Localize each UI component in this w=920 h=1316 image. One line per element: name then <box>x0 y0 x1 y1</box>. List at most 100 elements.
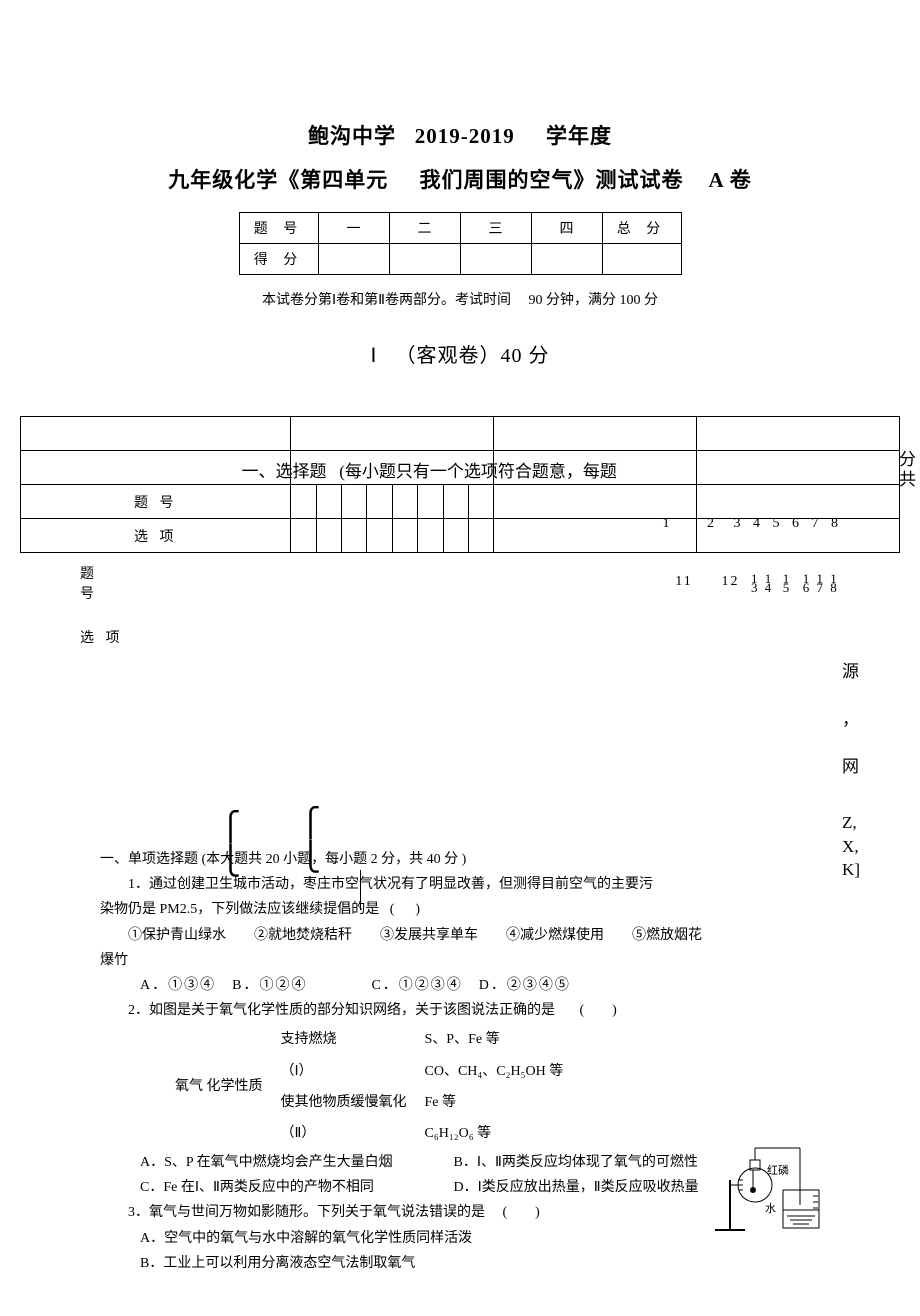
page-title-line1: 鲍沟中学 2019-2019 学年度 <box>100 120 820 150</box>
qtable-n7 <box>443 485 468 519</box>
brace-icon-1: ⎧⎩ <box>220 810 241 878</box>
q2-r1b: S、P、Fe 等 <box>417 1025 572 1054</box>
qtable-x3 <box>342 519 367 553</box>
q2-optB: B．Ⅰ、Ⅱ两类反应均体现了氧气的可燃性 <box>454 1155 698 1170</box>
score-table-value-row: 得 分 <box>239 244 681 275</box>
side-1: ， <box>842 696 860 744</box>
score-table: 题 号 一 二 三 四 总 分 得 分 <box>239 212 682 275</box>
title-school: 鲍沟中学 <box>308 124 396 148</box>
vertical-line-icon <box>360 870 361 910</box>
qtable-h2-e2 <box>697 451 900 485</box>
qn-5: 5 <box>768 516 784 532</box>
qtable-header-cell <box>291 417 494 451</box>
q1-line2: 染物仍是 PM2.5，下列做法应该继续提倡的是 ( ) <box>100 897 820 922</box>
q2-r2a: （Ⅰ） <box>273 1057 415 1086</box>
qtable-n3 <box>342 485 367 519</box>
q2-r4b: C₆H₁₂O₆ 等 <box>417 1119 572 1148</box>
q1-text2: 染物仍是 PM2.5，下列做法应该继续提倡的是 <box>100 902 379 917</box>
side-5: K] <box>842 858 860 882</box>
side-text: 源 ， 网 Z, X, K] <box>842 648 860 882</box>
xuanxiang-2: 选 项 <box>80 627 138 647</box>
side-4: X, <box>842 835 860 859</box>
choice-header: 一、选择题 (每小题只有一个选项符合题意，每题 <box>241 457 616 482</box>
qtable-n4 <box>367 485 392 519</box>
q2-r2b: CO、CH₄、C₂H₅OH 等 <box>417 1057 572 1086</box>
q2-text-span: 2．如图是关于氧气化学性质的部分知识网络，关于该图说法正确的是 <box>128 1003 555 1018</box>
q2-optA: A．S、P 在氧气中燃烧均会产生大量白烟 <box>140 1150 450 1175</box>
qn-7: 7 <box>807 516 823 532</box>
qn2-e: 1 1 1 6 7 8 <box>803 574 839 592</box>
q2-knowledge-table: 氧气 化学性质 支持燃烧 S、P、Fe 等 （Ⅰ） CO、CH₄、C₂H₅OH … <box>165 1023 573 1150</box>
qn-4: 4 <box>749 516 765 532</box>
score-v1 <box>318 244 389 275</box>
qtable-x5 <box>392 519 417 553</box>
section-head: 一、单项选择题 (本大题共 20 小题，每小题 2 分，共 40 分 ) <box>100 847 820 872</box>
qtable-row-xuanxiang: 选 项 <box>21 519 291 553</box>
qtable-x4 <box>367 519 392 553</box>
title-year: 2019-2019 <box>415 124 515 148</box>
section-1-title: Ⅰ （客观卷）40 分 <box>100 339 820 368</box>
title-paper: A 卷 <box>708 168 751 192</box>
qtable-x7 <box>443 519 468 553</box>
qn-2: 2 <box>696 516 726 532</box>
answer-block-2: 题 号 11 12 1 1 3 4 1 5 1 1 1 6 7 8 选 项 <box>80 563 820 647</box>
qtable-h-e1 <box>494 417 697 451</box>
q2-text: 2．如图是关于氧气化学性质的部分知识网络，关于该图说法正确的是 ( ) <box>100 998 820 1023</box>
qn2-b: 12 <box>716 574 746 590</box>
q2-r3b: Fe 等 <box>417 1088 572 1117</box>
qtable-n2 <box>316 485 341 519</box>
exam-note: 本试卷分第Ⅰ卷和第Ⅱ卷两部分。考试时间 90 分钟，满分 100 分 <box>100 289 820 309</box>
q1-options2: 爆竹 <box>100 948 820 973</box>
q1-options: ①保护青山绿水 ②就地焚烧秸秆 ③发展共享单车 ④减少燃煤使用 ⑤燃放烟花 <box>100 923 820 948</box>
qn2-c2: 3 4 <box>751 580 773 595</box>
qtable-n9 <box>494 485 697 519</box>
score-col-total: 总 分 <box>602 213 681 244</box>
title-subject: 九年级化学《第四单元 <box>168 168 388 192</box>
qtable-row-tihao: 题 号 <box>21 485 291 519</box>
score-v3 <box>460 244 531 275</box>
qtable-n1 <box>291 485 316 519</box>
qtable-x1 <box>291 519 316 553</box>
q3-optB: B．工业上可以利用分离液态空气法制取氧气 <box>140 1251 820 1276</box>
qn2-c6: 6 7 8 <box>803 580 839 595</box>
points-label: 分 共 <box>899 450 916 491</box>
qtable-n10 <box>697 485 900 519</box>
diagram-label-water: 水 <box>765 1202 776 1215</box>
qtable-header-cell2: 一、选择题 (每小题只有一个选项符合题意，每题 <box>291 451 494 485</box>
score-val-label: 得 分 <box>239 244 318 275</box>
brace-icon-2: ⎧⎩ <box>300 806 321 874</box>
qtable-blank-a <box>21 417 291 451</box>
q2-r1a: 支持燃烧 <box>273 1025 415 1054</box>
score-col-4: 四 <box>531 213 602 244</box>
qn-8: 8 <box>827 516 843 532</box>
qn2-d: 1 5 <box>783 574 792 592</box>
question-answer-table: 一、选择题 (每小题只有一个选项符合题意，每题 题 号 选 项 <box>20 416 900 553</box>
qtable-n8 <box>468 485 493 519</box>
q2-left: 氧气 化学性质 <box>167 1025 271 1148</box>
score-table-header-row: 题 号 一 二 三 四 总 分 <box>239 213 681 244</box>
score-th-label: 题 号 <box>239 213 318 244</box>
score-v4 <box>531 244 602 275</box>
experiment-diagram: 红磷 水 <box>705 1130 825 1240</box>
qtable-x2 <box>316 519 341 553</box>
score-col-3: 三 <box>460 213 531 244</box>
qtable-x6 <box>418 519 443 553</box>
score-v-total <box>602 244 681 275</box>
qn-3: 3 <box>729 516 745 532</box>
section-1-text: （客观卷）40 分 <box>395 345 549 367</box>
choice-header-2: (每小题只有一个选项符合题意，每题 <box>339 462 617 481</box>
qtable-n5 <box>392 485 417 519</box>
q2-r3a: 使其他物质缓慢氧化 <box>273 1088 415 1117</box>
q1-line1: 1．通过创建卫生城市活动，枣庄市空气状况有了明显改善，但测得目前空气的主要污 <box>100 872 820 897</box>
page-title-line2: 九年级化学《第四单元 我们周围的空气》测试试卷 A 卷 <box>100 164 820 194</box>
note-part2: 90 分钟，满分 100 分 <box>529 293 659 308</box>
qn2-c4: 5 <box>783 580 792 595</box>
side-3: Z, <box>842 811 860 835</box>
score-v2 <box>389 244 460 275</box>
qtable-x8 <box>468 519 493 553</box>
qn2-a: 11 <box>658 574 710 590</box>
q2-optD: D．Ⅰ类反应放出热量，Ⅱ类反应吸收热量 <box>454 1180 699 1195</box>
title-term: 学年度 <box>546 124 612 148</box>
qn-6: 6 <box>788 516 804 532</box>
title-unit: 我们周围的空气》测试试卷 <box>419 168 683 192</box>
